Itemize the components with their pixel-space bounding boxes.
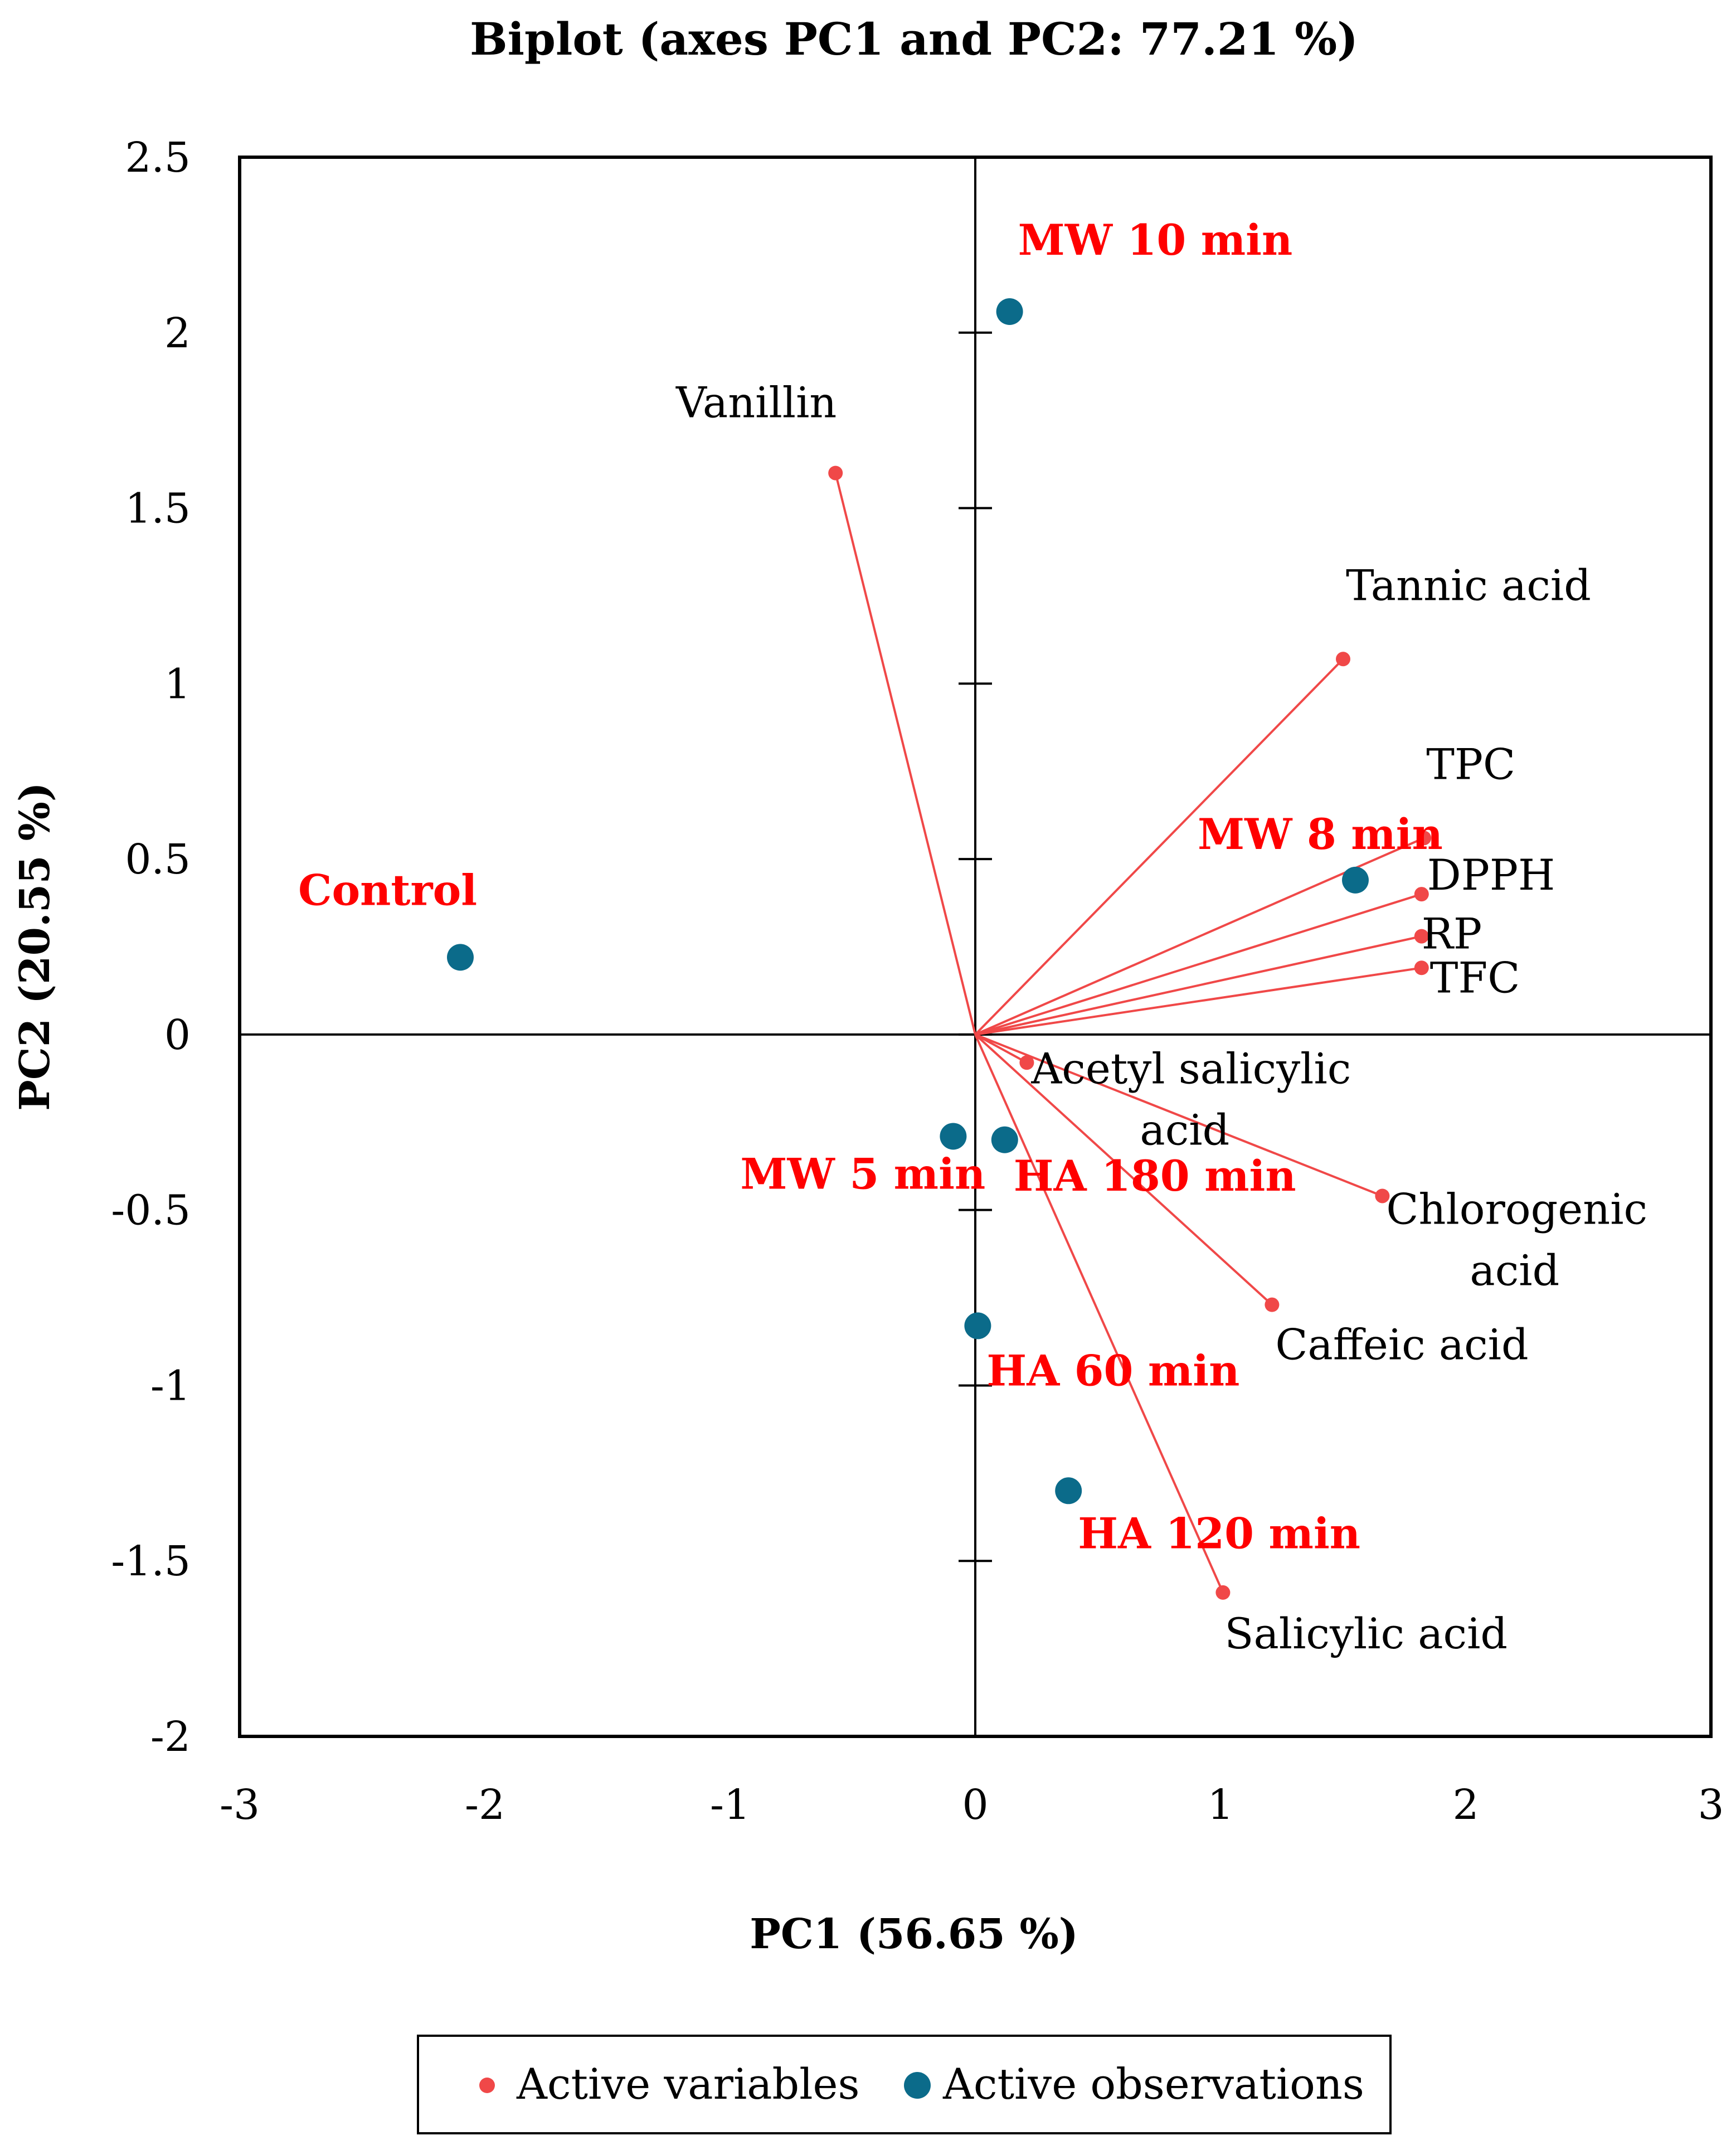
y-tick-label: 2.5 [125,134,191,182]
observation-points [447,298,1369,1504]
y-tick-label: -1 [150,1362,191,1410]
observation-label: MW 8 min [1198,809,1443,859]
x-tick-label: 1 [1207,1781,1233,1829]
variable-label: Caffeic acid [1275,1320,1528,1370]
observation-point [964,1312,991,1339]
variable-point [1414,960,1429,975]
variable-vector [975,967,1422,1036]
variable-vector [975,893,1422,1036]
variable-vectors [828,465,1432,1600]
x-tick-label: -3 [220,1781,260,1829]
y-tick-label: 0 [164,1011,191,1059]
variable-point [1019,1055,1034,1070]
observation-label: MW 5 min [740,1149,985,1198]
observation-point [1342,866,1369,894]
variable-vector [975,1033,1028,1064]
legend-variables-label: Active variables [516,2059,860,2109]
observation-point [447,944,474,971]
legend-observations-label: Active observations [942,2059,1364,2109]
observation-point [996,298,1023,326]
x-tick-label: 3 [1698,1781,1724,1829]
variable-point [1414,929,1429,944]
x-tick-label: -2 [465,1781,505,1829]
observation-point [1055,1477,1082,1504]
variable-vector [974,1033,1273,1306]
y-tick-label: 1.5 [125,485,191,533]
x-tick-label: -1 [710,1781,750,1829]
variable-vector [974,658,1344,1036]
variable-label: TFC [1430,953,1520,1002]
variable-point [828,465,843,481]
variable-point [1336,652,1350,667]
variable-point [1375,1188,1390,1203]
variable-point [1414,887,1429,902]
variable-point [1265,1297,1280,1312]
x-tick-label: 0 [962,1781,988,1829]
variable-point [1215,1585,1231,1600]
y-tick-label: -2 [150,1713,191,1761]
variable-label: TPC [1426,739,1515,789]
variable-label: Vanillin [675,378,837,428]
variable-point [1417,831,1432,846]
variable-vector [975,935,1422,1036]
chart-title: Biplot (axes PC1 and PC2: 77.21 %) [470,13,1358,65]
x-tick-label: 2 [1452,1781,1479,1829]
legend-variables-marker [479,2078,495,2093]
variable-label: Salicylic acid [1224,1609,1508,1658]
y-axis-title: PC2 (20.55 %) [11,782,59,1111]
variable-label: Tannic acid [1346,560,1591,610]
observation-point [940,1123,967,1150]
observation-label: HA 120 min [1078,1508,1360,1558]
y-tick-label: 0.5 [125,836,191,884]
legend: Active variables Active observations [417,2035,1392,2134]
y-tick-label: 1 [164,660,191,708]
variable-label: acid [1140,1105,1229,1154]
observation-point [991,1126,1018,1153]
variable-label: acid [1470,1245,1559,1295]
variable-label: DPPH [1427,850,1555,900]
variable-vector [974,1034,1224,1593]
y-tick-label: -0.5 [111,1187,191,1235]
observation-label: HA 180 min [1014,1151,1296,1201]
observation-label: Control [298,865,477,915]
x-axis-title: PC1 (56.65 %) [750,1910,1078,1958]
observation-label: HA 60 min [986,1346,1239,1395]
variable-vector [975,1033,1383,1197]
variable-label: Chlorogenic [1386,1184,1647,1234]
observation-label: MW 10 min [1018,215,1293,265]
legend-observations-marker [904,2072,931,2099]
y-tick-label: 2 [164,309,191,357]
variable-label: RP [1422,909,1482,959]
variable-vector [834,473,976,1035]
y-tick-label: -1.5 [111,1537,191,1585]
variable-label: Acetyl salicylic [1030,1044,1351,1093]
